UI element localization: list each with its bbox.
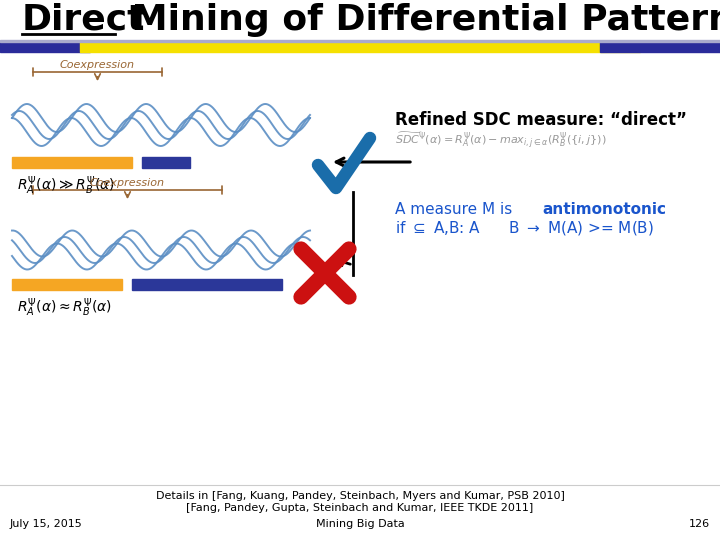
Text: Mining of Differential Patterns: Mining of Differential Patterns: [119, 3, 720, 37]
Bar: [0, 40, 720, 42]
Text: [Fang, Pandey, Gupta, Steinbach and Kumar, IEEE TKDE 2011]: [Fang, Pandey, Gupta, Steinbach and Kuma…: [186, 503, 534, 513]
Bar: [132, 279, 282, 290]
Bar: [600, 42, 720, 52]
Bar: [12, 279, 122, 290]
Text: antimonotonic: antimonotonic: [542, 202, 666, 218]
Text: $R_A^\Psi(\alpha) \gg R_B^\Psi(\alpha)$: $R_A^\Psi(\alpha) \gg R_B^\Psi(\alpha)$: [17, 175, 115, 197]
Text: Details in [Fang, Kuang, Pandey, Steinbach, Myers and Kumar, PSB 2010]: Details in [Fang, Kuang, Pandey, Steinba…: [156, 491, 564, 501]
Text: Direct: Direct: [22, 3, 145, 37]
Text: July 15, 2015: July 15, 2015: [10, 519, 83, 529]
Bar: [80, 42, 640, 52]
Text: Mining Big Data: Mining Big Data: [315, 519, 405, 529]
Text: Refined SDC measure: “direct”: Refined SDC measure: “direct”: [395, 111, 687, 129]
Bar: [142, 157, 190, 168]
Text: Coexpression: Coexpression: [90, 178, 165, 188]
Text: $R_A^\Psi(\alpha) \approx R_B^\Psi(\alpha)$: $R_A^\Psi(\alpha) \approx R_B^\Psi(\alph…: [17, 296, 112, 319]
Text: A measure M is: A measure M is: [395, 202, 517, 218]
Text: 126: 126: [689, 519, 710, 529]
Text: if $\subseteq$ A,B: A      B $\rightarrow$ M(A) >= M(B): if $\subseteq$ A,B: A B $\rightarrow$ M(…: [395, 219, 654, 237]
Text: $\widetilde{SDC}^\Psi(\alpha) = R_A^\Psi(\alpha) - max_{i,j\in\alpha}(R_B^\Psi(\: $\widetilde{SDC}^\Psi(\alpha) = R_A^\Psi…: [395, 130, 606, 150]
Bar: [12, 157, 132, 168]
Bar: [0, 42, 90, 52]
Text: Coexpression: Coexpression: [60, 60, 135, 70]
